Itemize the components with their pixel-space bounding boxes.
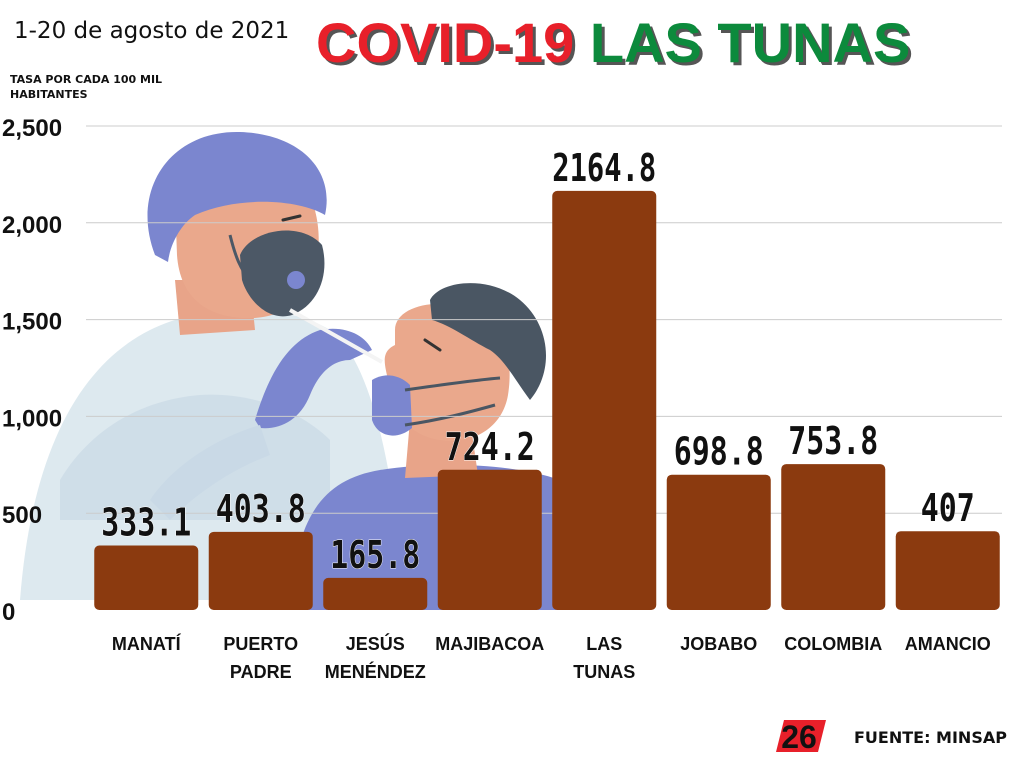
y-tick-label: 0 (2, 599, 15, 626)
date-range: 1-20 de agosto de 2021 (14, 18, 290, 44)
bars (94, 190, 1000, 610)
logo-text: 26 (781, 719, 817, 755)
x-tick-label: PUERTO PADRE (223, 634, 298, 682)
y-axis-label: TASA POR CADA 100 MIL HABITANTES (10, 73, 163, 101)
x-tick-label-line: MENÉNDEZ (325, 661, 426, 682)
x-tick-label-line: COLOMBIA (784, 634, 882, 654)
x-tick-label-line: AMANCIO (905, 634, 991, 654)
x-tick-label-line: JESÚS (346, 633, 405, 654)
bar (94, 545, 199, 610)
gridlines (86, 125, 1002, 514)
x-tick-label-line: MANATÍ (112, 633, 182, 654)
y-tick-label: 2,500 (2, 115, 62, 142)
x-tick-label: AMANCIO (905, 634, 991, 654)
x-tick-label-line: LAS (586, 634, 622, 654)
x-tick-label-line: JOBABO (680, 634, 757, 654)
value-label: 403.8 (216, 487, 306, 531)
y-tick-label: 2,000 (2, 212, 62, 239)
x-tick-label-line: PUERTO (223, 634, 298, 654)
bar (552, 190, 657, 610)
x-tick-label: JOBABO (680, 634, 757, 654)
source-note: FUENTE: MINSAP (854, 728, 1007, 747)
y-tick-label: 1,500 (2, 309, 62, 336)
x-tick-label: MAJIBACOA (435, 634, 544, 654)
page-title: COVID-19 LAS TUNAS (316, 10, 910, 75)
y-axis-ticks: 0 500 1,000 1,500 2,000 2,500 (2, 115, 62, 626)
title-covid: COVID-19 (316, 11, 575, 74)
value-label: 407 (921, 486, 975, 530)
x-tick-label-line: MAJIBACOA (435, 634, 544, 654)
bar (781, 464, 886, 610)
y-tick-label: 1,000 (2, 405, 62, 432)
logo-26: 26 (776, 719, 826, 755)
y-tick-label: 500 (2, 502, 42, 529)
bar (323, 577, 428, 610)
x-tick-label: MANATÍ (112, 633, 182, 654)
value-label: 2164.8 (552, 146, 656, 190)
bar (666, 474, 771, 610)
bar (208, 531, 313, 610)
bar (437, 469, 542, 610)
x-tick-label: JESÚS MENÉNDEZ (325, 633, 426, 682)
value-label: 333.1 (101, 501, 191, 545)
title-las-tunas: LAS TUNAS (589, 11, 911, 74)
value-label: 753.8 (788, 419, 878, 463)
x-tick-label-line: PADRE (230, 662, 292, 682)
x-axis-labels: MANATÍ PUERTO PADRE JESÚS MENÉNDEZ MAJIBACOA L… (112, 633, 991, 682)
value-labels: 333.1 403.8 165.8 724.2 2164.8 698.8 753.8 407 (101, 145, 976, 577)
value-label: 724.2 (445, 425, 535, 469)
bar (895, 531, 1000, 610)
x-tick-label: COLOMBIA (784, 634, 882, 654)
value-label: 165.8 (330, 533, 420, 577)
logo-background (776, 720, 826, 752)
x-tick-label: LAS TUNAS (573, 634, 635, 682)
value-label: 698.8 (674, 430, 764, 474)
x-tick-label-line: TUNAS (573, 662, 635, 682)
